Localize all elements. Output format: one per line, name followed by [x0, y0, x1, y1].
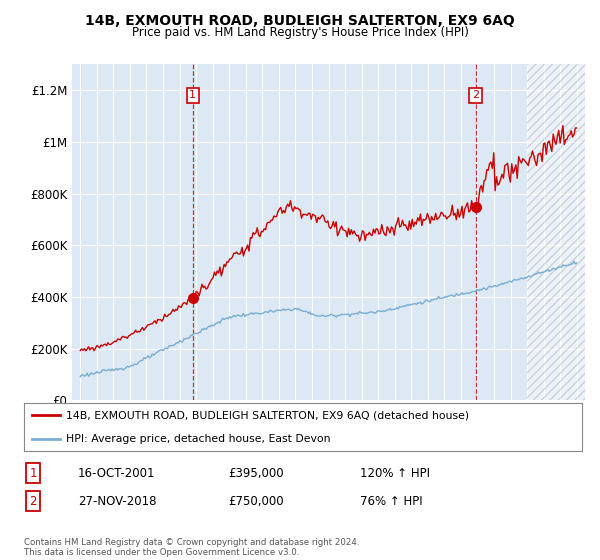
Text: HPI: Average price, detached house, East Devon: HPI: Average price, detached house, East…: [66, 434, 331, 444]
Text: 76% ↑ HPI: 76% ↑ HPI: [360, 494, 422, 508]
Text: Price paid vs. HM Land Registry's House Price Index (HPI): Price paid vs. HM Land Registry's House …: [131, 26, 469, 39]
Text: 1: 1: [29, 466, 37, 480]
Text: 2: 2: [472, 90, 479, 100]
Text: 1: 1: [190, 90, 196, 100]
Text: £395,000: £395,000: [228, 466, 284, 480]
Text: 14B, EXMOUTH ROAD, BUDLEIGH SALTERTON, EX9 6AQ (detached house): 14B, EXMOUTH ROAD, BUDLEIGH SALTERTON, E…: [66, 410, 469, 420]
Text: 14B, EXMOUTH ROAD, BUDLEIGH SALTERTON, EX9 6AQ: 14B, EXMOUTH ROAD, BUDLEIGH SALTERTON, E…: [85, 14, 515, 28]
Bar: [527, 64, 585, 400]
Text: 2: 2: [29, 494, 37, 508]
Text: Contains HM Land Registry data © Crown copyright and database right 2024.
This d: Contains HM Land Registry data © Crown c…: [24, 538, 359, 557]
Text: 120% ↑ HPI: 120% ↑ HPI: [360, 466, 430, 480]
Text: £750,000: £750,000: [228, 494, 284, 508]
Text: 27-NOV-2018: 27-NOV-2018: [78, 494, 157, 508]
Text: 16-OCT-2001: 16-OCT-2001: [78, 466, 155, 480]
